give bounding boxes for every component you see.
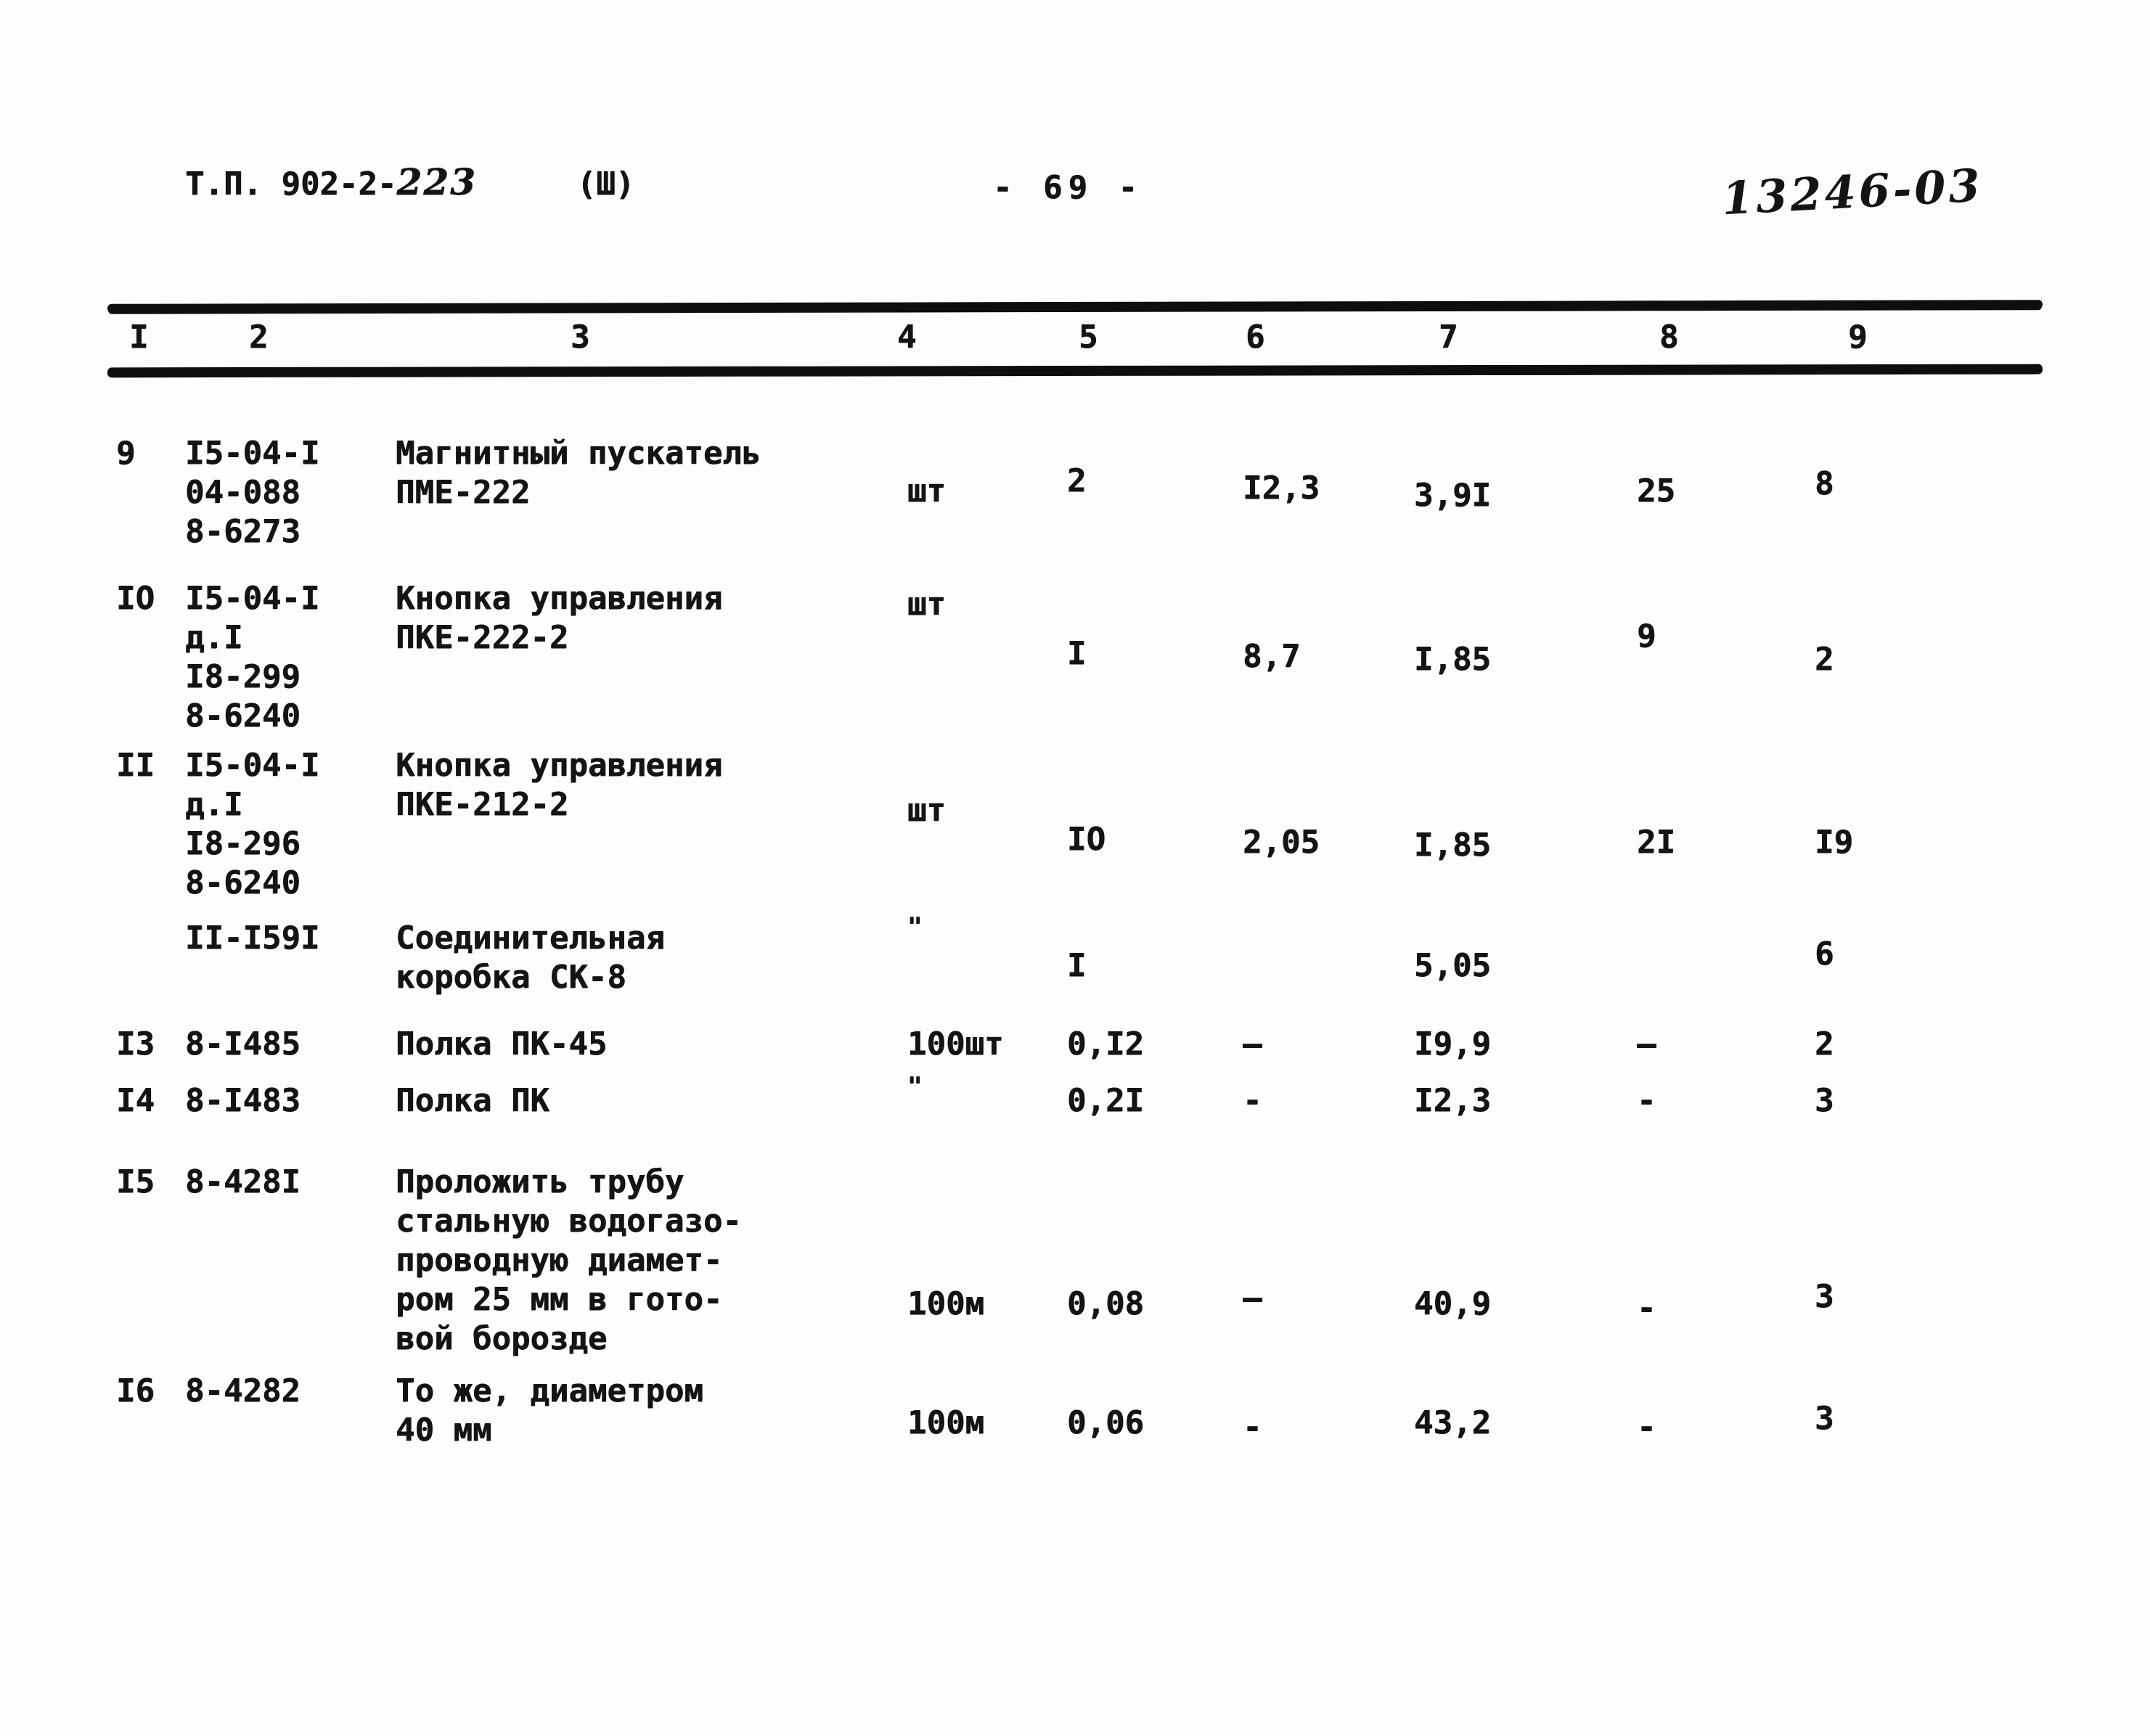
table-cell: —: [1243, 1280, 1262, 1317]
table-cell: 8: [1815, 465, 1834, 502]
table-cell: 5,05: [1414, 947, 1491, 984]
table-cell: I3: [116, 1025, 155, 1063]
doc-code-prefix: Т.П. 902-2-: [185, 165, 397, 202]
table-cell: Кнопка управления ПКЕ-212-2: [396, 747, 723, 823]
page-number: - 69 -: [993, 169, 1143, 206]
table-cell: -: [1637, 1290, 1656, 1327]
table-cell: 2: [1067, 462, 1087, 499]
table-cell: 43,2: [1414, 1404, 1491, 1441]
table-cell: 3,9I: [1414, 477, 1491, 514]
table-cell: I5-04-I 04-088 8-6273: [185, 435, 320, 550]
table-cell: 40,9: [1414, 1285, 1491, 1322]
table-cell: 2I: [1637, 824, 1675, 861]
table-cell: I: [1067, 635, 1087, 672]
table-cell: 9: [116, 435, 136, 472]
table-cell: 2: [1815, 1025, 1834, 1063]
table-rule-top: [107, 300, 2043, 313]
handwritten-stamp: 13246-03: [1720, 158, 1985, 226]
table-cell: 6: [1815, 935, 1834, 973]
table-cell: шт: [907, 792, 946, 829]
table-cell: I,85: [1414, 641, 1491, 678]
table-cell: 100м: [907, 1404, 984, 1441]
table-cell: I5-04-I д.I I8-296 8-6240: [185, 747, 320, 901]
table-cell: 3: [1815, 1400, 1834, 1437]
table-cell: шт: [907, 472, 946, 509]
column-header: 4: [897, 319, 917, 356]
column-header: 6: [1246, 319, 1265, 356]
table-cell: I5-04-I д.I I8-299 8-6240: [185, 580, 320, 734]
column-header: 7: [1439, 319, 1458, 356]
table-cell: I9,9: [1414, 1025, 1491, 1063]
table-rule-bottom: [107, 364, 2043, 378]
table-cell: 0,08: [1067, 1285, 1144, 1322]
table-cell: -: [1243, 1409, 1262, 1446]
table-cell: I4: [116, 1082, 155, 1119]
doc-code-suffix: (Ш): [576, 165, 635, 202]
table-cell: 8-4282: [185, 1372, 301, 1409]
table-cell: Кнопка управления ПКЕ-222-2: [396, 580, 723, 656]
table-cell: 100м: [907, 1285, 984, 1322]
table-cell: 9: [1637, 618, 1656, 655]
table-cell: 3: [1815, 1082, 1834, 1119]
table-cell: 25: [1637, 472, 1675, 509]
table-cell: 2: [1815, 641, 1834, 678]
column-header: 2: [249, 319, 269, 356]
table-cell: -: [1637, 1409, 1656, 1446]
column-header: 5: [1079, 319, 1098, 356]
table-cell: I6: [116, 1372, 155, 1409]
table-cell: То же, диаметром 40 мм: [396, 1372, 703, 1449]
table-cell: Проложить трубу стальную водогазо- прово…: [396, 1163, 742, 1357]
table-cell: 0,06: [1067, 1404, 1144, 1441]
table-cell: 8-428I: [185, 1163, 301, 1200]
table-cell: 100шт: [907, 1025, 1004, 1063]
table-cell: ": [907, 1072, 923, 1101]
table-cell: 8-I485: [185, 1025, 301, 1063]
table-cell: 3: [1815, 1278, 1834, 1315]
table-cell: I5: [116, 1163, 155, 1200]
table-cell: 0,I2: [1067, 1025, 1144, 1063]
table-cell: IO: [116, 580, 155, 617]
table-cell: Полка ПК: [396, 1082, 549, 1119]
table-cell: -: [1637, 1082, 1656, 1119]
table-cell: I9: [1815, 824, 1853, 861]
table-cell: шт: [907, 586, 946, 623]
table-cell: I,85: [1414, 827, 1491, 864]
table-cell: -: [1243, 1082, 1262, 1119]
table-cell: I2,3: [1243, 470, 1320, 507]
table-cell: –: [1243, 1025, 1262, 1063]
column-header: I: [129, 319, 149, 356]
column-header: 3: [571, 319, 590, 356]
doc-code: Т.П. 902-2-223 (Ш): [185, 163, 634, 204]
table-cell: ": [907, 912, 923, 941]
table-cell: Магнитный пускатель ПМЕ-222: [396, 435, 761, 511]
table-cell: Полка ПК-45: [396, 1025, 608, 1063]
table-cell: IO: [1067, 821, 1105, 858]
column-header: 8: [1659, 319, 1679, 356]
table-cell: II-I59I: [185, 920, 320, 957]
table-cell: I: [1067, 947, 1087, 984]
doc-code-handwritten: 223: [396, 160, 477, 203]
table-cell: Соединительная коробка СК-8: [396, 920, 665, 996]
table-cell: II: [116, 747, 155, 784]
table-cell: 0,2I: [1067, 1082, 1144, 1119]
table-cell: 8,7: [1243, 638, 1301, 675]
column-header: 9: [1848, 319, 1868, 356]
table-cell: –: [1637, 1025, 1656, 1063]
table-cell: 8-I483: [185, 1082, 301, 1119]
table-cell: I2,3: [1414, 1082, 1491, 1119]
table-cell: 2,05: [1243, 824, 1320, 861]
